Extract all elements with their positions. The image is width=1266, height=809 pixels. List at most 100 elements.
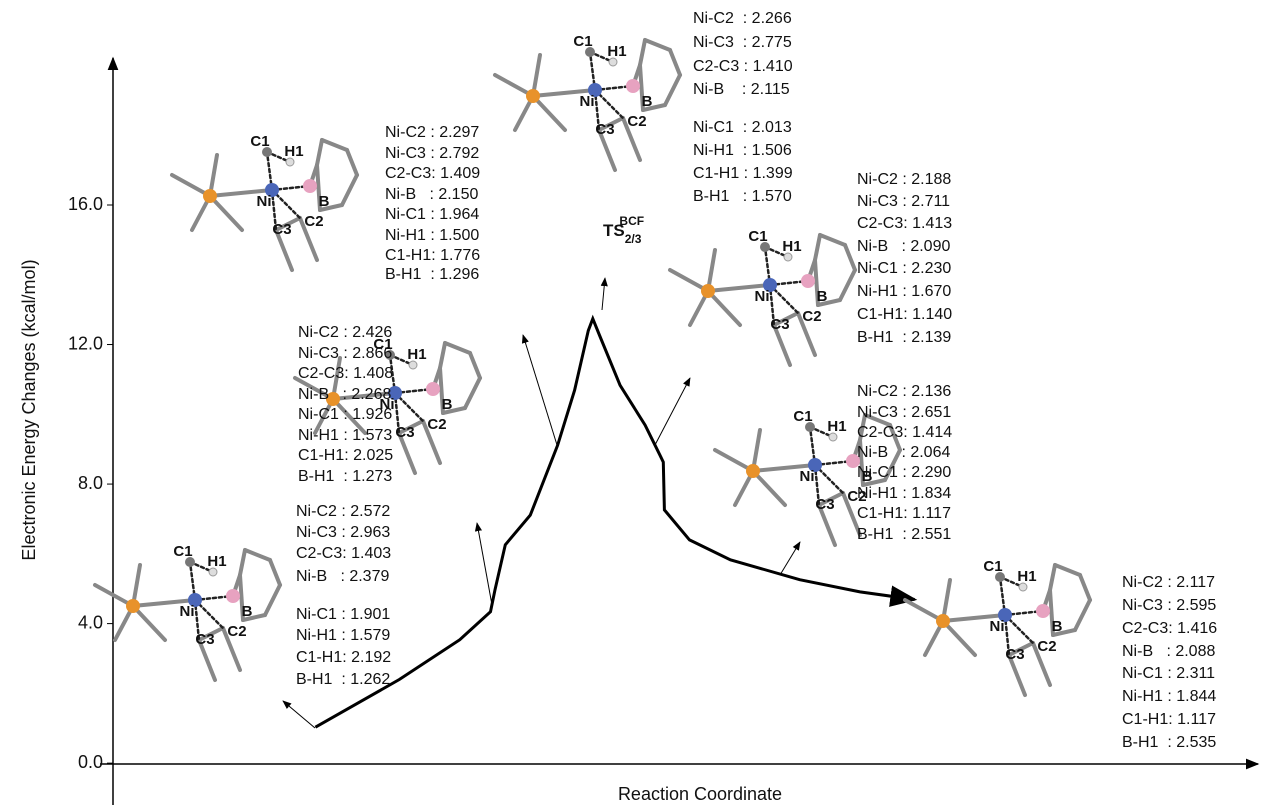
atom-label: H1 (207, 553, 226, 570)
bond (941, 619, 977, 657)
atom-label: Ni (990, 618, 1005, 635)
bond (813, 258, 820, 307)
ts-main: TS (603, 221, 625, 240)
distance-label: C1-H1: 1.776 (385, 247, 480, 264)
bond (818, 233, 847, 247)
bond (1007, 641, 1035, 657)
bond (340, 173, 359, 207)
distance-label: B-H1 : 2.551 (857, 526, 951, 543)
bond (197, 638, 217, 682)
bond (263, 583, 282, 617)
distance-label: Ni-C2 : 2.136 (857, 383, 951, 400)
distance-label: C1-H1: 1.117 (1122, 711, 1216, 728)
atom-label: H1 (1017, 568, 1036, 585)
atom-label: C2 (847, 488, 866, 505)
bond (318, 203, 344, 212)
bond (668, 48, 682, 77)
distance-label: Ni-C2 : 2.188 (857, 171, 951, 188)
bond (443, 341, 472, 355)
distance-label: Ni-C3 : 2.792 (385, 145, 479, 162)
atom-ni (588, 83, 602, 97)
atom-label: C3 (395, 424, 414, 441)
distance-label: C2-C3: 1.414 (857, 424, 952, 441)
bond (293, 376, 335, 401)
distance-label: Ni-H1 : 1.844 (1122, 688, 1216, 705)
atom-label: Ni (800, 468, 815, 485)
bond (641, 103, 667, 112)
distance-label: B-H1 : 2.535 (1122, 734, 1216, 751)
atom-h (408, 360, 418, 370)
bond (858, 413, 867, 442)
bond (863, 413, 892, 427)
bond (241, 613, 267, 622)
distance-label: Ni-C1 : 2.311 (1122, 665, 1215, 682)
atom-label: C1 (748, 228, 767, 245)
distance-label: Ni-H1 : 1.670 (857, 283, 951, 300)
atom-h (783, 252, 793, 262)
atom-label: C1 (173, 543, 192, 560)
bond (274, 216, 302, 232)
bond (468, 351, 482, 380)
atom-ni (188, 593, 202, 607)
atom-c (185, 557, 195, 567)
distance-label: C2-C3: 1.403 (296, 545, 391, 562)
distance-label: B-H1 : 1.296 (385, 266, 479, 283)
atom-p (203, 189, 217, 203)
bond (315, 163, 322, 212)
ts-sup: BCF (619, 214, 644, 228)
atom-label: H1 (607, 43, 626, 60)
bond (1007, 653, 1027, 697)
atom-label: B (817, 288, 828, 305)
distance-label: Ni-C1 : 1.901 (296, 606, 390, 623)
atom-label: B (1052, 618, 1063, 635)
distance-label: Ni-B : 2.115 (693, 81, 790, 98)
bond (531, 88, 597, 98)
atom-b (846, 454, 860, 468)
y-tick-label: 16.0 (68, 194, 103, 214)
bond (597, 116, 625, 132)
bond (421, 419, 442, 465)
bond (243, 548, 272, 562)
atom-label: C3 (195, 631, 214, 648)
atom-ni (808, 458, 822, 472)
atom-b (303, 179, 317, 193)
distance-label: B-H1 : 1.273 (298, 468, 392, 485)
distance-label: Ni-C1 : 2.230 (857, 260, 951, 277)
distance-label: Ni-H1 : 1.500 (385, 227, 479, 244)
atom-label: Ni (755, 288, 770, 305)
bond (796, 311, 817, 357)
bond (274, 228, 294, 272)
atom-h (285, 157, 295, 167)
bond (841, 491, 862, 537)
structure: C1 H1 Ni B C2 C3 Ni-C2 : 2.266 Ni-C3 : 2.775 C2-… (493, 10, 793, 205)
energy-curve (314, 314, 918, 729)
distance-label: C2-C3: 1.416 (1122, 620, 1217, 637)
atom-label: H1 (827, 418, 846, 435)
bond (438, 366, 445, 415)
atom-c (262, 147, 272, 157)
distance-label: Ni-B : 2.268 (298, 386, 391, 403)
atom-label: C2 (227, 623, 246, 640)
atom-h (1018, 582, 1028, 592)
bond (1048, 588, 1055, 637)
bond (1078, 573, 1092, 602)
atom-ni (388, 386, 402, 400)
bond (903, 598, 945, 623)
atom-label: C2 (802, 308, 821, 325)
bond (238, 548, 247, 577)
atom-b (226, 589, 240, 603)
atom-h (828, 432, 838, 442)
bond (621, 116, 642, 162)
bond (131, 598, 197, 608)
bond (1048, 563, 1057, 592)
atom-label: H1 (407, 346, 426, 363)
distance-label: Ni-C1 : 1.964 (385, 206, 479, 223)
bond (597, 128, 617, 172)
distance-label: Ni-C2 : 2.117 (1122, 574, 1215, 591)
atom-ni (265, 183, 279, 197)
distance-label: Ni-B : 2.088 (1122, 643, 1215, 660)
distance-label: Ni-H1 : 1.506 (693, 142, 792, 159)
distance-label: Ni-C2 : 2.572 (296, 503, 390, 520)
atom-label: C3 (815, 496, 834, 513)
